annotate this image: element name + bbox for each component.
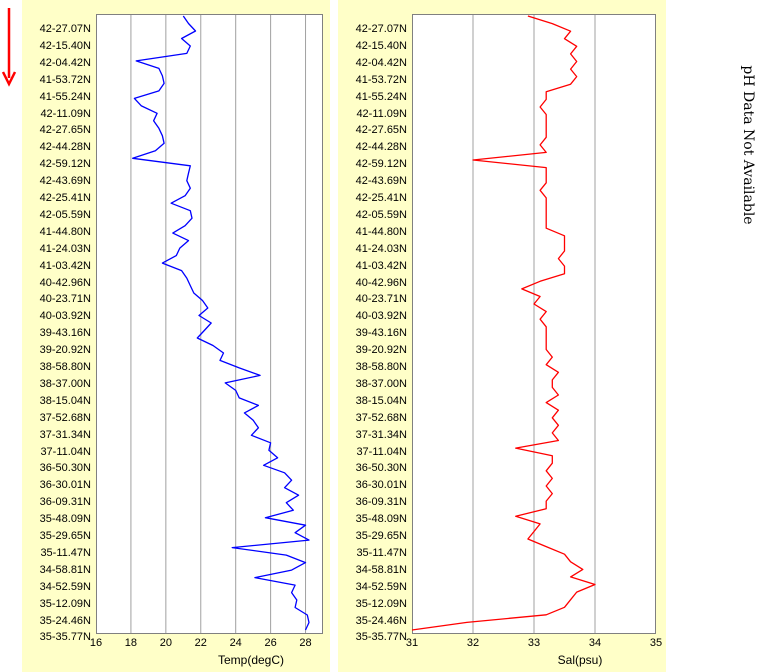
- x-tick-label: 28: [299, 637, 312, 649]
- latitude-label: 35-24.46N: [355, 614, 407, 627]
- x-tick-label: 33: [527, 637, 541, 649]
- latitude-label: 38-15.04N: [39, 394, 91, 407]
- latitude-label: 37-31.34N: [355, 428, 407, 441]
- latitude-label: 41-53.72N: [39, 73, 91, 86]
- latitude-label: 36-09.31N: [39, 496, 91, 509]
- latitude-label: 37-11.04N: [356, 445, 407, 458]
- latitude-label: 42-27.65N: [355, 124, 407, 137]
- latitude-label: 37-11.04N: [40, 445, 91, 458]
- latitude-label: 36-30.01N: [39, 479, 91, 492]
- latitude-label: 34-58.81N: [39, 563, 91, 576]
- latitude-label: 35-48.09N: [39, 513, 91, 526]
- x-tick-label: 26: [264, 637, 277, 649]
- latitude-label: 39-20.92N: [39, 344, 91, 357]
- latitude-label: 42-59.12N: [355, 158, 407, 171]
- latitude-label: 40-42.96N: [355, 276, 407, 289]
- latitude-label: 42-27.07N: [355, 23, 407, 35]
- latitude-label: 41-24.03N: [39, 242, 91, 255]
- latitude-label: 35-12.09N: [355, 597, 407, 610]
- latitude-label: 37-52.68N: [355, 411, 407, 424]
- temperature-axis-title: Temp(degC): [217, 653, 285, 667]
- x-tick-label: 20: [159, 637, 172, 649]
- latitude-label: 35-24.46N: [39, 614, 91, 627]
- latitude-label: 37-31.34N: [39, 428, 91, 441]
- latitude-label: 42-44.28N: [355, 141, 407, 154]
- latitude-label: 34-58.81N: [355, 563, 407, 576]
- latitude-label: 42-43.69N: [39, 175, 91, 188]
- latitude-label: 35-29.65N: [39, 530, 91, 542]
- latitude-label: 38-58.80N: [355, 361, 407, 373]
- latitude-label: 41-44.80N: [39, 225, 91, 238]
- latitude-label: 40-23.71N: [355, 293, 407, 306]
- latitude-label: 42-04.42N: [39, 56, 91, 69]
- latitude-label: 39-43.16N: [355, 327, 407, 340]
- latitude-label: 42-25.41N: [355, 192, 407, 204]
- latitude-label: 36-50.30N: [355, 462, 407, 475]
- latitude-label: 40-42.96N: [39, 276, 91, 289]
- latitude-label: 42-11.09N: [356, 107, 407, 120]
- latitude-label: 42-04.42N: [355, 56, 407, 69]
- x-tick-label: 31: [405, 637, 419, 649]
- latitude-label: 41-55.24N: [39, 90, 91, 103]
- latitude-label: 41-53.72N: [355, 73, 407, 86]
- x-tick-label: 34: [588, 637, 602, 649]
- latitude-label: 41-44.80N: [355, 225, 407, 238]
- latitude-label: 36-30.01N: [355, 479, 407, 492]
- latitude-label: 42-27.07N: [39, 23, 91, 35]
- latitude-label: 40-03.92N: [355, 310, 407, 323]
- latitude-label: 40-03.92N: [39, 310, 91, 323]
- latitude-label: 42-27.65N: [39, 124, 91, 137]
- direction-arrow-head-icon: [1, 71, 17, 87]
- latitude-label: 35-11.47N: [40, 546, 91, 559]
- latitude-label: 35-35.77N: [39, 631, 91, 644]
- latitude-label: 36-09.31N: [355, 496, 407, 509]
- latitude-label: 38-58.80N: [39, 361, 91, 373]
- latitude-label: 42-11.09N: [40, 107, 91, 120]
- latitude-label: 38-37.00N: [355, 377, 407, 390]
- latitude-label: 37-52.68N: [39, 411, 91, 424]
- latitude-label: 42-15.40N: [39, 39, 91, 52]
- latitude-label: 42-59.12N: [39, 158, 91, 171]
- latitude-label: 41-03.42N: [39, 259, 91, 272]
- x-tick-label: 18: [124, 637, 138, 649]
- latitude-label: 42-15.40N: [355, 39, 407, 52]
- latitude-label: 35-11.47N: [356, 546, 407, 559]
- salinity-series-line: [411, 15, 596, 631]
- x-tick-label: 24: [229, 637, 242, 649]
- latitude-label: 42-43.69N: [355, 175, 407, 188]
- latitude-label: 42-05.59N: [39, 208, 91, 221]
- latitude-label: 42-25.41N: [39, 192, 91, 204]
- x-tick-label: 22: [194, 637, 207, 649]
- latitude-label: 35-35.77N: [355, 631, 407, 644]
- latitude-label: 41-03.42N: [355, 259, 407, 272]
- latitude-label: 41-24.03N: [355, 242, 407, 255]
- latitude-label: 39-43.16N: [39, 327, 91, 340]
- x-tick-label: 16: [89, 637, 103, 649]
- latitude-label: 34-52.59N: [39, 580, 91, 593]
- latitude-label: 35-48.09N: [355, 513, 407, 526]
- latitude-label: 42-44.28N: [39, 141, 91, 154]
- latitude-label: 35-12.09N: [39, 597, 91, 610]
- ph-unavailable-note: pH Data Not Available: [740, 65, 756, 225]
- salinity-axis-title: Sal(psu): [557, 653, 603, 667]
- latitude-label: 35-29.65N: [355, 530, 407, 542]
- x-tick-label: 35: [649, 637, 663, 649]
- latitude-label: 41-55.24N: [355, 90, 407, 103]
- latitude-label: 40-23.71N: [39, 293, 91, 306]
- x-tick-label: 32: [466, 637, 480, 649]
- latitude-label: 39-20.92N: [355, 344, 407, 357]
- latitude-label: 38-15.04N: [355, 394, 407, 407]
- latitude-label: 42-05.59N: [355, 208, 407, 221]
- latitude-label: 34-52.59N: [355, 580, 407, 593]
- latitude-label: 36-50.30N: [39, 462, 91, 475]
- latitude-label: 38-37.00N: [39, 377, 91, 390]
- temperature-series-line: [132, 15, 310, 631]
